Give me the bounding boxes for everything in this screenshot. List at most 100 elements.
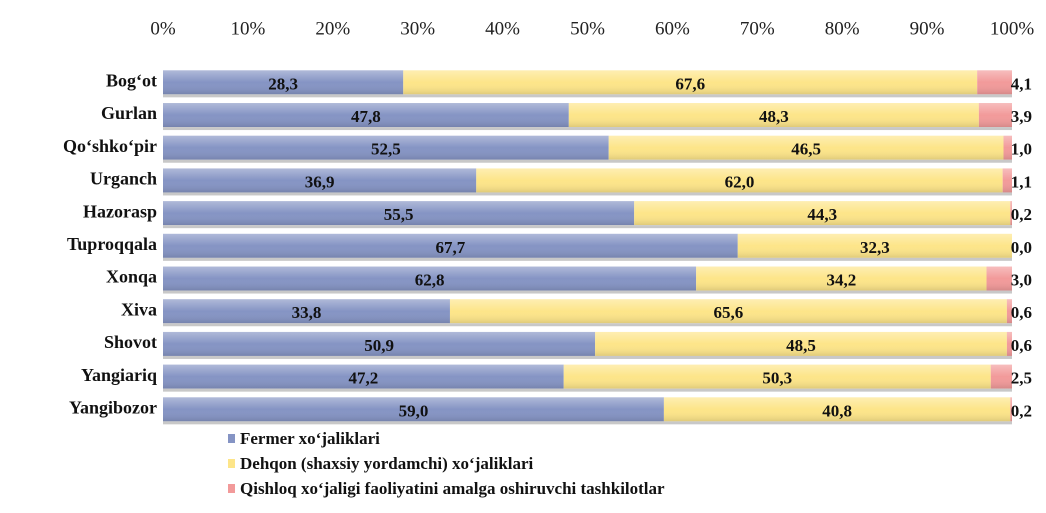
data-label: 0,2 (1011, 401, 1032, 420)
bar-shade (1003, 135, 1012, 160)
data-label: 33,8 (292, 303, 322, 322)
x-tick-label: 80% (825, 18, 860, 39)
data-label: 62,0 (725, 172, 755, 191)
data-label: 48,5 (786, 336, 816, 355)
bar-shade (163, 168, 477, 193)
bar-shade (568, 103, 979, 128)
data-label: 50,3 (762, 369, 792, 388)
bar-shade (977, 70, 1012, 95)
category-label: Xonqa (106, 267, 157, 287)
bar-shade (1006, 299, 1012, 324)
data-label: 0,6 (1011, 336, 1032, 355)
category-label: Xiva (121, 299, 157, 319)
data-label: 28,3 (268, 74, 298, 93)
bar-shade (163, 70, 404, 95)
bar-track (163, 94, 1012, 98)
bar-track (163, 421, 1012, 425)
bar-shade (1002, 168, 1012, 193)
data-label: 1,1 (1011, 172, 1032, 191)
category-label: Tuproqqala (67, 234, 157, 254)
category-label: Shovot (104, 332, 157, 352)
data-label: 52,5 (371, 140, 401, 159)
data-label: 55,5 (384, 205, 414, 224)
legend-swatch (228, 434, 235, 443)
bar-track (163, 323, 1012, 327)
category-label: Qo‘shko‘pir (63, 136, 157, 156)
bar-shade (663, 397, 1011, 422)
bar-shade (595, 331, 1007, 356)
bar-shade (990, 364, 1012, 389)
bar-shade (403, 70, 978, 95)
data-label: 32,3 (860, 238, 890, 257)
bar-shade (696, 266, 987, 291)
bar-track (163, 159, 1012, 163)
bar-shade (608, 135, 1004, 160)
x-tick-label: 30% (400, 18, 435, 39)
bar-track (163, 127, 1012, 131)
data-label: 65,6 (714, 303, 744, 322)
data-label: 0,6 (1011, 303, 1032, 322)
data-label: 67,7 (436, 238, 466, 257)
bar-shade (563, 364, 991, 389)
category-label: Yangiariq (81, 365, 157, 385)
bar-track (163, 388, 1012, 392)
bar-shade (737, 233, 1012, 258)
bar-shade (978, 103, 1012, 128)
legend-label: Fermer xo‘jaliklari (240, 429, 380, 448)
category-label: Hazorasp (83, 201, 157, 221)
data-label: 2,5 (1011, 369, 1032, 388)
legend-swatch (228, 459, 235, 468)
bar-shade (1010, 397, 1012, 422)
data-label: 4,1 (1011, 74, 1032, 93)
data-label: 46,5 (791, 140, 821, 159)
data-label: 3,9 (1011, 107, 1032, 126)
bar-shade (163, 201, 635, 226)
x-tick-label: 0% (150, 18, 176, 39)
bar-track (163, 225, 1012, 229)
bar-track (163, 290, 1012, 294)
data-label: 47,8 (351, 107, 381, 126)
data-label: 0,2 (1011, 205, 1032, 224)
bar-shade (163, 364, 564, 389)
bar-shade (163, 135, 609, 160)
data-label: 67,6 (675, 74, 705, 93)
legend-label: Dehqon (shaxsiy yordamchi) xo‘jaliklari (240, 454, 534, 473)
x-tick-label: 70% (740, 18, 775, 39)
bar-shade (163, 397, 664, 422)
bar-track (163, 355, 1012, 359)
x-tick-label: 60% (655, 18, 690, 39)
data-label: 48,3 (759, 107, 789, 126)
legend-label: Qishloq xo‘jaligi faoliyatini amalga osh… (240, 479, 665, 498)
legend-swatch (228, 484, 235, 493)
x-tick-label: 100% (990, 18, 1035, 39)
data-label: 44,3 (807, 205, 837, 224)
category-label: Urganch (90, 169, 157, 189)
bar-shade (1006, 331, 1012, 356)
x-tick-label: 20% (315, 18, 350, 39)
bar-shade (634, 201, 1011, 226)
bar-shade (476, 168, 1003, 193)
data-label: 3,0 (1011, 270, 1032, 289)
bar-shade (163, 266, 697, 291)
category-label: Bog‘ot (106, 70, 157, 90)
x-tick-label: 50% (570, 18, 605, 39)
bar-shade (163, 233, 738, 258)
x-tick-label: 40% (485, 18, 520, 39)
data-label: 47,2 (348, 369, 378, 388)
x-tick-label: 10% (230, 18, 265, 39)
data-label: 40,8 (822, 401, 852, 420)
bar-shade (163, 299, 450, 324)
data-label: 34,2 (826, 270, 856, 289)
bar-shade (163, 103, 569, 128)
data-label: 50,9 (364, 336, 394, 355)
data-label: 59,0 (399, 401, 429, 420)
bar-shade (163, 331, 596, 356)
bar-shade (1010, 201, 1012, 226)
bar-track (163, 192, 1012, 196)
data-label: 1,0 (1011, 140, 1032, 159)
x-tick-label: 90% (910, 18, 945, 39)
category-label: Yangibozor (69, 397, 157, 417)
bar-track (163, 257, 1012, 261)
data-label: 62,8 (415, 270, 445, 289)
